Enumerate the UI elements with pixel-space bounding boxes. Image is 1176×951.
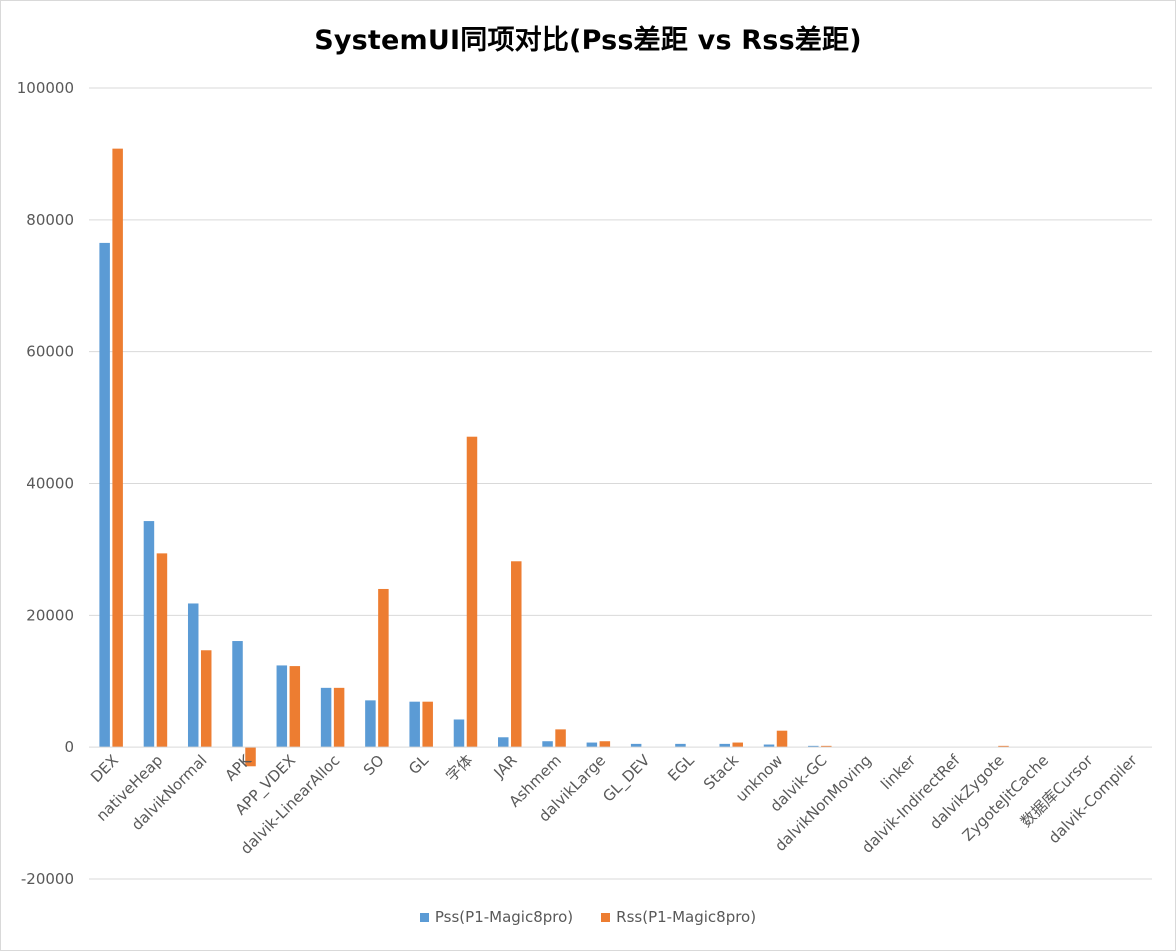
bar-pss: [498, 737, 509, 748]
legend-swatch-pss: [419, 912, 429, 922]
bar-pss: [409, 701, 420, 748]
bar-rss: [200, 650, 212, 748]
bar-rss: [821, 745, 832, 748]
y-tick-label: 20000: [26, 606, 74, 624]
legend-label-rss: Rss(P1-Magic8pro): [616, 908, 757, 926]
bar-pss: [365, 700, 376, 748]
bar-pss: [276, 665, 288, 748]
x-tick-label: 字体: [442, 751, 476, 785]
legend: Pss(P1-Magic8pro) Rss(P1-Magic8pro): [0, 908, 1176, 926]
y-tick-label: 100000: [17, 79, 74, 97]
bar-pss: [453, 719, 465, 748]
bar-pss: [187, 603, 199, 748]
y-tick-label: 0: [64, 738, 74, 756]
bar-pss: [99, 242, 110, 748]
legend-label-pss: Pss(P1-Magic8pro): [434, 908, 574, 926]
bar-pss: [542, 741, 553, 748]
legend-swatch-rss: [601, 912, 611, 922]
bar-rss: [333, 687, 345, 748]
bar-rss: [466, 436, 478, 748]
x-tick-label: JAR: [490, 751, 521, 782]
bar-pss: [320, 687, 332, 748]
bar-rss: [289, 666, 301, 748]
x-tick-label: EGL: [664, 751, 698, 785]
x-tick-label: GL_DEV: [599, 751, 655, 807]
bar-rss: [998, 745, 1009, 748]
y-tick-label: 80000: [26, 211, 74, 229]
bar-rss: [378, 588, 389, 748]
bar-rss: [511, 561, 522, 748]
legend-item-rss: Rss(P1-Magic8pro): [601, 908, 756, 926]
bar-rss: [422, 701, 433, 748]
x-tick-label: DEX: [87, 751, 122, 786]
x-tick-label: linker: [877, 751, 920, 794]
bar-pss: [232, 641, 243, 748]
bar-pss: [586, 742, 598, 748]
bar-pss: [630, 743, 642, 748]
bar-rss: [776, 730, 788, 748]
x-tick-label: GL: [405, 751, 432, 778]
y-tick-label: -20000: [21, 870, 74, 888]
bar-rss: [555, 729, 566, 748]
bar-rss: [245, 747, 256, 767]
chart-title: SystemUI同项对比(Pss差距 vs Rss差距): [314, 25, 862, 56]
bar-pss: [143, 521, 155, 748]
bar-rss: [156, 553, 168, 748]
bar-pss: [719, 743, 730, 748]
bar-rss: [599, 741, 611, 748]
x-tick-label: Stack: [700, 751, 742, 793]
bar-pss: [675, 743, 686, 748]
bar-rss: [112, 148, 123, 748]
legend-item-pss: Pss(P1-Magic8pro): [419, 908, 574, 926]
bar-pss: [763, 744, 775, 748]
x-tick-label: SO: [360, 751, 388, 779]
y-tick-label: 40000: [26, 475, 74, 493]
bar-rss: [732, 742, 743, 748]
y-tick-label: 60000: [26, 343, 74, 361]
bar-pss: [808, 745, 819, 748]
